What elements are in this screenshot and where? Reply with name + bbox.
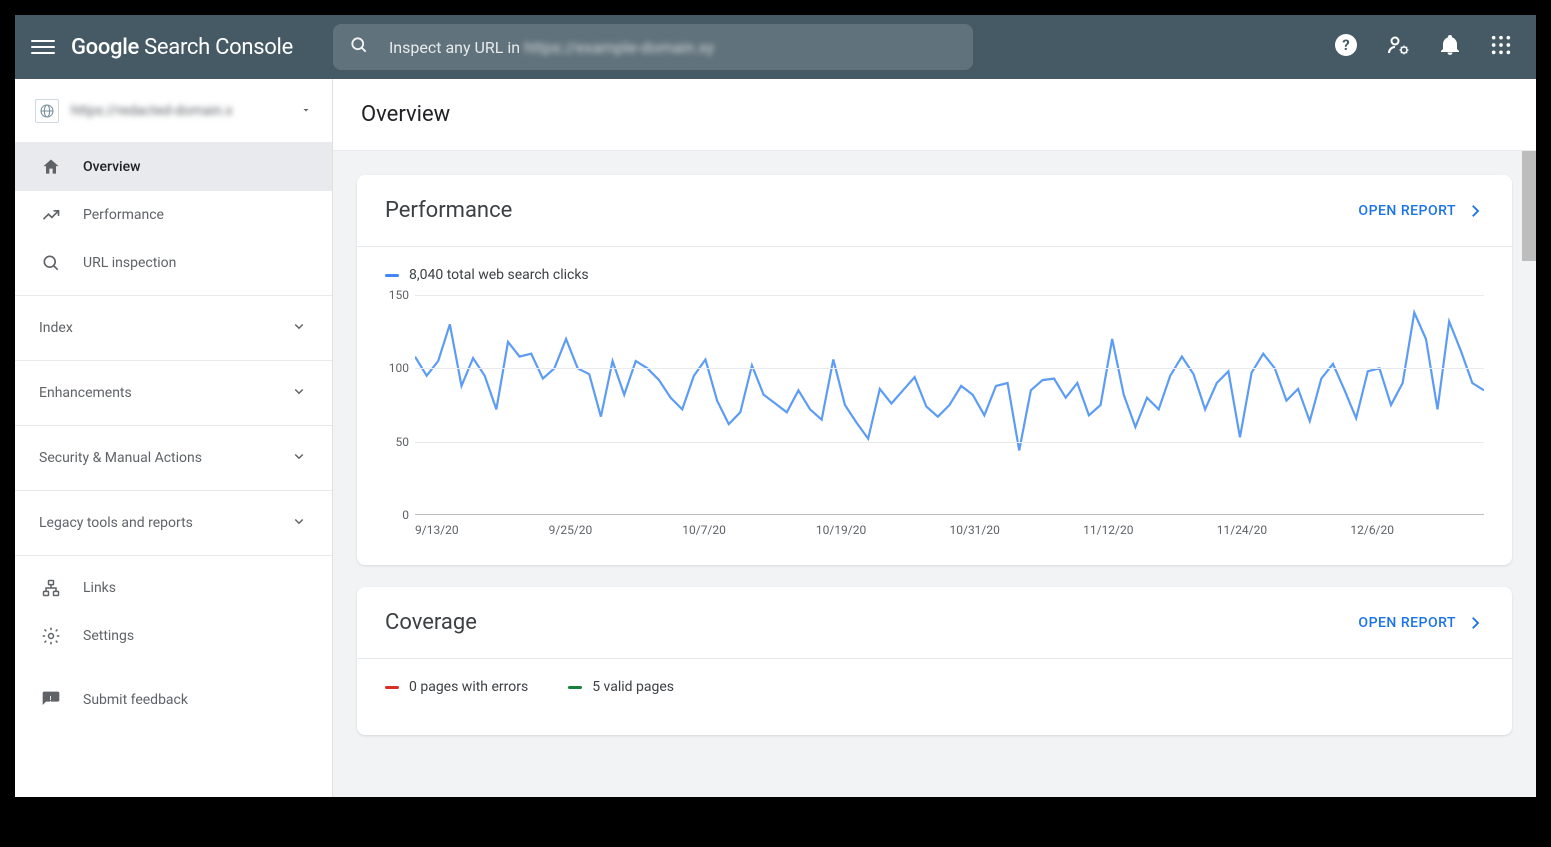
sidebar-item-feedback[interactable]: Submit feedback: [15, 676, 332, 724]
performance-chart: 050100150: [415, 295, 1484, 515]
home-icon: [39, 157, 63, 177]
chevron-down-icon: [290, 512, 308, 534]
sidebar-item-settings[interactable]: Settings: [15, 612, 332, 660]
legend-item: 0 pages with errors: [385, 679, 528, 695]
legend-swatch: [385, 274, 399, 277]
menu-icon[interactable]: [31, 35, 55, 59]
chevron-down-icon: [300, 101, 312, 120]
chevron-right-icon: [1466, 202, 1484, 220]
open-report-button[interactable]: OPEN REPORT: [1358, 202, 1484, 220]
sidebar: https://redacted-domain.x Overview Perfo…: [15, 79, 333, 797]
notifications-icon[interactable]: [1438, 33, 1462, 61]
content-area[interactable]: Performance OPEN REPORT 8,040 total web …: [333, 151, 1536, 797]
chart-xlabels: 9/13/209/25/2010/7/2010/19/2010/31/2011/…: [415, 523, 1484, 537]
help-icon[interactable]: ?: [1334, 33, 1358, 61]
sidebar-group-label: Security & Manual Actions: [39, 450, 202, 466]
gear-icon: [39, 626, 63, 646]
topbar: Google Search Console Inspect any URL in…: [15, 15, 1536, 79]
search-blurred-domain: https://example-domain.xy: [524, 38, 714, 57]
sidebar-group-index[interactable]: Index: [15, 304, 332, 352]
sidebar-item-overview[interactable]: Overview: [15, 143, 332, 191]
sidebar-group-security[interactable]: Security & Manual Actions: [15, 434, 332, 482]
url-inspect-search[interactable]: Inspect any URL in https://example-domai…: [333, 24, 973, 70]
chevron-down-icon: [290, 382, 308, 404]
logo: Google Search Console: [71, 35, 293, 60]
sidebar-group-label: Enhancements: [39, 385, 132, 401]
topbar-actions: ?: [1334, 33, 1512, 61]
legend-item: 5 valid pages: [568, 679, 674, 695]
sidebar-item-label: Links: [83, 580, 116, 596]
sidebar-group-label: Index: [39, 320, 73, 336]
card-title: Coverage: [385, 610, 1358, 635]
sidebar-nav: Overview Performance URL inspection Inde…: [15, 143, 332, 797]
legend-swatch: [568, 686, 582, 689]
sidebar-item-label: Overview: [83, 159, 140, 175]
property-selector[interactable]: https://redacted-domain.x: [15, 79, 332, 143]
sidebar-group-legacy[interactable]: Legacy tools and reports: [15, 499, 332, 547]
main: Overview Performance OPEN REPORT: [333, 79, 1536, 797]
sidebar-group-enhancements[interactable]: Enhancements: [15, 369, 332, 417]
chart-legend: 8,040 total web search clicks: [385, 267, 1484, 283]
sidebar-item-performance[interactable]: Performance: [15, 191, 332, 239]
scrollbar-thumb[interactable]: [1522, 151, 1536, 261]
legend-swatch: [385, 686, 399, 689]
sidebar-item-label: Settings: [83, 628, 134, 644]
legend-label: 0 pages with errors: [409, 679, 528, 695]
card-title: Performance: [385, 198, 1358, 223]
trend-icon: [39, 205, 63, 225]
performance-card: Performance OPEN REPORT 8,040 total web …: [357, 175, 1512, 565]
links-icon: [39, 578, 63, 598]
search-icon: [39, 253, 63, 273]
open-report-button[interactable]: OPEN REPORT: [1358, 614, 1484, 632]
chevron-right-icon: [1466, 614, 1484, 632]
sidebar-item-url-inspection[interactable]: URL inspection: [15, 239, 332, 287]
search-placeholder: Inspect any URL in: [389, 38, 520, 57]
chevron-down-icon: [290, 447, 308, 469]
legend-label: 5 valid pages: [592, 679, 674, 695]
open-report-label: OPEN REPORT: [1358, 615, 1456, 631]
logo-brand: Google: [71, 35, 139, 60]
globe-icon: [35, 99, 59, 123]
app-window: Google Search Console Inspect any URL in…: [15, 15, 1536, 797]
chevron-down-icon: [290, 317, 308, 339]
logo-product: Search Console: [139, 35, 293, 60]
sidebar-item-label: Performance: [83, 207, 164, 223]
coverage-card: Coverage OPEN REPORT 0 pages with errors…: [357, 587, 1512, 735]
sidebar-item-links[interactable]: Links: [15, 564, 332, 612]
people-settings-icon[interactable]: [1386, 33, 1410, 61]
search-icon: [349, 35, 369, 59]
sidebar-group-label: Legacy tools and reports: [39, 515, 193, 531]
page-header: Overview: [333, 79, 1536, 151]
open-report-label: OPEN REPORT: [1358, 203, 1456, 219]
legend-label: 8,040 total web search clicks: [409, 267, 589, 283]
coverage-legend: 0 pages with errors 5 valid pages: [385, 679, 1484, 695]
apps-grid-icon[interactable]: [1490, 34, 1512, 60]
sidebar-item-label: URL inspection: [83, 255, 176, 271]
page-title: Overview: [361, 102, 450, 127]
sidebar-item-label: Submit feedback: [83, 692, 188, 708]
feedback-icon: [39, 690, 63, 710]
svg-text:?: ?: [1342, 36, 1349, 54]
property-name: https://redacted-domain.x: [71, 103, 300, 119]
